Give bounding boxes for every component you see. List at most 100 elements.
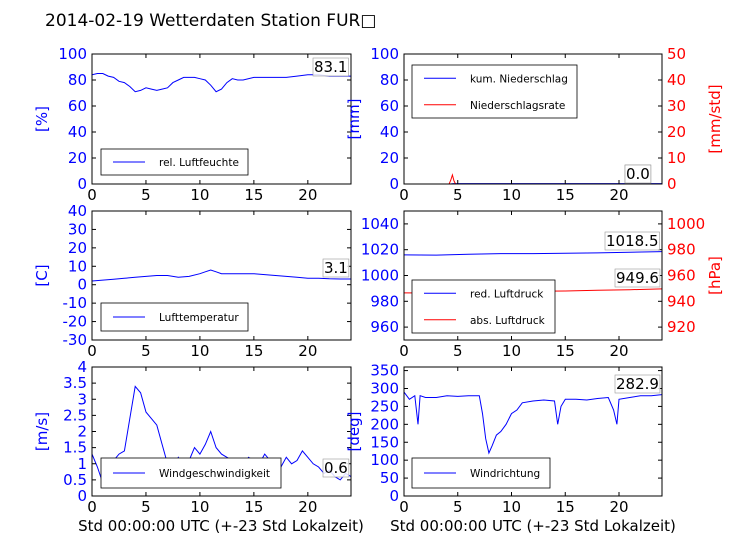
winddirection-ytick-label: 50	[380, 469, 399, 487]
temperature-xtick-label: 0	[87, 342, 97, 360]
winddirection-axes-frame	[403, 366, 663, 497]
temperature-ylabel: [C]	[33, 264, 51, 286]
pressure-panel: 0 5 10 15 20 960 980 1000 1020 1040 920 940 960 980 10…	[361, 210, 724, 360]
temperature-last-value-box	[322, 258, 350, 278]
precipitation-y2tick-label: 40	[667, 71, 686, 89]
humidity-legend-label-0: rel. Luftfeuchte	[159, 157, 239, 169]
precipitation-xtick-label: 20	[609, 186, 628, 204]
windspeed-ytick-label: 2	[77, 423, 87, 441]
windspeed-xtick-label: 5	[141, 498, 151, 516]
pressure-series-0	[404, 251, 662, 256]
humidity-xtick-label: 0	[87, 186, 97, 204]
windspeed-ytick-label: 1.5	[63, 439, 87, 457]
windspeed-ytick-label: 2.5	[63, 406, 87, 424]
pressure-ytick-label: 1000	[361, 267, 399, 285]
temperature-axes-frame	[91, 210, 352, 341]
pressure-y2tick-label: 940	[667, 292, 696, 310]
precipitation-y2tick-label: 30	[667, 97, 686, 115]
precipitation-ytick-label: 60	[380, 97, 399, 115]
x-axis-label-left: Std 00:00:00 UTC (+-23 Std Lokalzeit)	[78, 517, 364, 535]
precipitation-ytick-label: 80	[380, 71, 399, 89]
winddirection-xtick-label: 10	[502, 498, 521, 516]
winddirection-series-0	[404, 391, 662, 455]
temperature-ytick-label: 40	[68, 202, 87, 220]
windspeed-ytick-label: 0	[77, 487, 87, 505]
temperature-ytick-label: -30	[63, 331, 88, 349]
pressure-ytick-label: 960	[370, 318, 399, 336]
windspeed-xtick-label: 20	[298, 498, 317, 516]
precipitation-last-value-2: 0.0	[626, 165, 650, 183]
precipitation-y2tick-label: 50	[667, 45, 686, 63]
humidity-xtick-label: 5	[141, 186, 151, 204]
pressure-xtick-label: 0	[399, 342, 409, 360]
windspeed-ytick-label: 0.5	[63, 471, 87, 489]
precipitation-y2tick-label: 0	[667, 175, 677, 193]
windspeed-xtick-label: 10	[190, 498, 209, 516]
pressure-legend	[411, 279, 556, 334]
windspeed-xtick-label: 15	[244, 498, 263, 516]
humidity-panel: 0 5 10 15 20 0 20 40 60 80 100 [%] rel. Luftfeuchte 8…	[33, 45, 352, 204]
winddirection-xtick-label: 0	[399, 498, 409, 516]
temperature-ytick-label: 30	[68, 220, 87, 238]
figure-title: 2014-02-19 Wetterdaten Station FUR□	[45, 11, 376, 31]
temperature-xtick-label: 5	[141, 342, 151, 360]
precipitation-y2tick-label: 10	[667, 149, 686, 167]
precipitation-ytick-label: 0	[389, 175, 399, 193]
temperature-panel: 0 5 10 15 20-30-20-10010203040[C]Lufttempera…	[33, 202, 352, 360]
pressure-last-value: 1018.5	[606, 232, 659, 250]
precipitation-y2label: [mm/std]	[706, 84, 724, 153]
humidity-ytick-label: 20	[68, 149, 87, 167]
windspeed-xtick-label: 0	[87, 498, 97, 516]
pressure-y2tick-label: 1000	[667, 215, 705, 233]
humidity-xtick-label: 10	[190, 186, 209, 204]
humidity-ylabel: [%]	[33, 106, 51, 132]
winddirection-last-value-box	[614, 374, 661, 394]
precipitation-xtick-label: 15	[556, 186, 575, 204]
pressure-y2tick-label: 960	[667, 267, 696, 285]
precipitation-legend-label-1: Niederschlagsrate	[470, 100, 565, 112]
winddirection-ytick-label: 100	[370, 451, 399, 469]
temperature-xtick-label: 20	[298, 342, 317, 360]
temperature-ytick-label: -20	[63, 313, 88, 331]
pressure-y2tick-label: 980	[667, 241, 696, 259]
windspeed-series-0	[92, 385, 351, 485]
temperature-last-value: 3.1	[324, 259, 348, 277]
temperature-ytick-label: -10	[63, 294, 88, 312]
winddirection-ytick-label: 0	[389, 487, 399, 505]
winddirection-ytick-label: 350	[370, 362, 399, 380]
pressure-last-value-box	[604, 231, 660, 251]
winddirection-ytick-label: 250	[370, 397, 399, 415]
humidity-axes-frame	[91, 53, 352, 185]
windspeed-ytick-label: 3	[77, 390, 87, 408]
humidity-xtick-label: 20	[298, 186, 317, 204]
windspeed-last-value: 0.6	[324, 459, 348, 477]
winddirection-ytick-label: 200	[370, 415, 399, 433]
humidity-ytick-label: 40	[68, 123, 87, 141]
winddirection-ytick-label: 300	[370, 380, 399, 398]
pressure-y2tick-label: 920	[667, 318, 696, 336]
humidity-last-value-box	[312, 57, 349, 77]
winddirection-ylabel: [deg]	[345, 412, 363, 452]
pressure-xtick-label: 10	[502, 342, 521, 360]
winddirection-panel: 0 5 10 15 20050100150200250300350[deg]Windri…	[345, 362, 663, 516]
temperature-ytick-label: 0	[77, 276, 87, 294]
precipitation-y2tick-label: 20	[667, 123, 686, 141]
humidity-xtick-label: 15	[244, 186, 263, 204]
windspeed-ylabel: [m/s]	[33, 412, 51, 451]
humidity-last-value: 83.1	[314, 58, 347, 76]
precipitation-legend	[411, 64, 578, 119]
winddirection-xtick-label: 15	[556, 498, 575, 516]
pressure-legend-label-1: abs. Luftdruck	[470, 315, 546, 327]
humidity-ytick-label: 60	[68, 97, 87, 115]
windspeed-last-value-box	[322, 458, 350, 478]
winddirection-ytick-label: 150	[370, 433, 399, 451]
pressure-legend-label-0: red. Luftdruck	[470, 288, 544, 300]
windspeed-ytick-label: 1	[77, 455, 87, 473]
pressure-xtick-label: 5	[453, 342, 463, 360]
precipitation-xtick-label: 10	[502, 186, 521, 204]
precipitation-last-value-2-box	[624, 164, 652, 184]
precipitation-ytick-label: 40	[380, 123, 399, 141]
pressure-y2label: [hPa]	[706, 256, 724, 295]
precipitation-axes-frame	[403, 53, 663, 185]
precipitation-legend-label-0: kum. Niederschlag	[470, 73, 568, 85]
